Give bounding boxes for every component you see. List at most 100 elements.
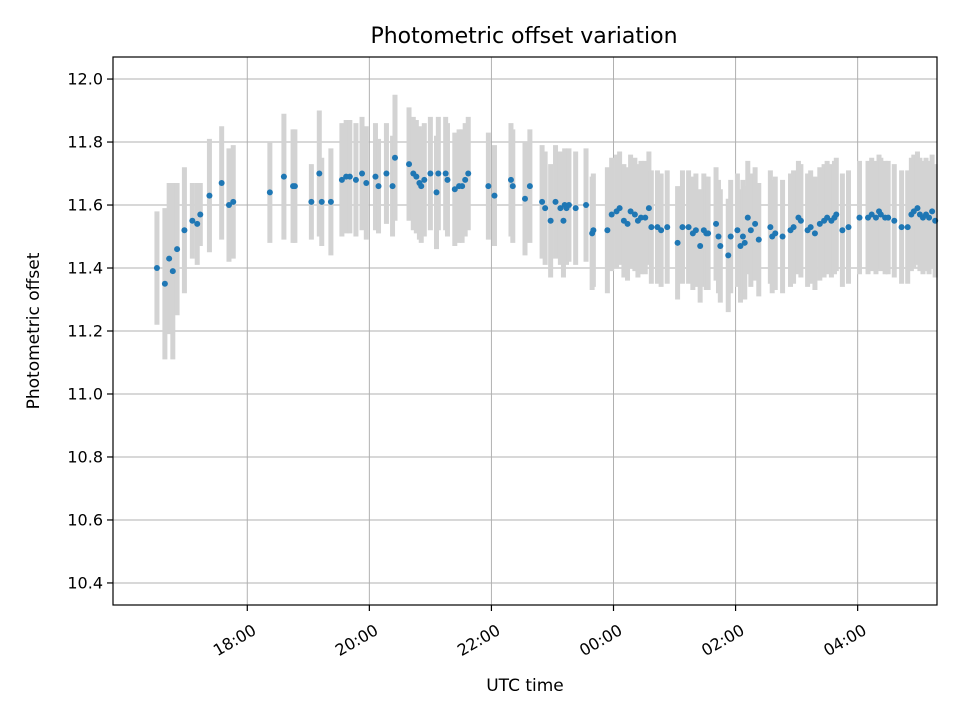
data-point: [189, 217, 196, 224]
data-point: [565, 202, 572, 209]
y-tick-label: 11.4: [67, 259, 103, 278]
data-point: [218, 179, 225, 186]
data-point: [421, 176, 428, 183]
data-point: [697, 242, 704, 249]
y-axis-label: Photometric offset: [24, 252, 44, 409]
data-point: [383, 170, 390, 177]
data-point: [507, 176, 514, 183]
data-point: [790, 224, 797, 231]
data-point: [166, 255, 173, 262]
data-point: [755, 236, 762, 243]
data-point: [767, 224, 774, 231]
data-point: [739, 233, 746, 240]
data-point: [418, 183, 425, 190]
data-point: [433, 189, 440, 196]
data-point: [658, 227, 665, 234]
data-point: [161, 280, 168, 287]
data-point: [174, 246, 181, 253]
data-point: [713, 220, 720, 227]
data-point: [444, 176, 451, 183]
data-point: [872, 214, 879, 221]
data-point: [752, 220, 759, 227]
data-point: [153, 265, 160, 272]
data-point: [772, 230, 779, 237]
data-point: [816, 220, 823, 227]
data-point: [898, 224, 905, 231]
data-point: [352, 176, 359, 183]
data-point: [266, 189, 273, 196]
data-point: [316, 170, 323, 177]
data-point: [442, 170, 449, 177]
data-point: [637, 214, 644, 221]
data-point: [744, 214, 751, 221]
data-point: [674, 239, 681, 246]
data-point: [485, 183, 492, 190]
data-point: [717, 242, 724, 249]
data-point: [557, 205, 564, 212]
data-point: [363, 179, 370, 186]
data-point: [891, 217, 898, 224]
data-point: [779, 233, 786, 240]
y-tick-label: 11.2: [67, 322, 103, 341]
data-point: [572, 205, 579, 212]
data-point: [346, 173, 353, 180]
data-point: [181, 227, 188, 234]
data-point: [734, 227, 741, 234]
data-point: [389, 183, 396, 190]
y-tick-label: 10.8: [67, 447, 103, 466]
data-point: [845, 224, 852, 231]
data-point: [885, 214, 892, 221]
data-point: [608, 211, 615, 218]
data-point: [318, 198, 325, 205]
data-point: [877, 211, 884, 218]
data-point: [692, 227, 699, 234]
data-point: [435, 170, 442, 177]
data-point: [648, 224, 655, 231]
data-point: [280, 173, 287, 180]
data-point: [747, 227, 754, 234]
data-point: [797, 217, 804, 224]
data-point: [542, 205, 549, 212]
data-point: [645, 205, 652, 212]
data-point: [741, 239, 748, 246]
y-tick-label: 10.4: [67, 573, 103, 592]
data-point: [616, 205, 623, 212]
data-point: [291, 183, 298, 190]
data-point: [427, 170, 434, 177]
data-point: [509, 183, 516, 190]
data-point: [406, 161, 413, 168]
data-points: [153, 154, 939, 287]
data-point: [413, 173, 420, 180]
data-point: [308, 198, 315, 205]
data-point: [491, 192, 498, 199]
data-point: [833, 211, 840, 218]
data-point: [372, 173, 379, 180]
data-point: [737, 242, 744, 249]
data-point: [547, 217, 554, 224]
data-point: [727, 233, 734, 240]
data-point: [715, 233, 722, 240]
data-point: [462, 176, 469, 183]
data-point: [459, 183, 466, 190]
data-point: [904, 224, 911, 231]
data-point: [824, 214, 831, 221]
data-point: [627, 208, 634, 215]
y-tick-label: 10.6: [67, 510, 103, 529]
y-axis: 10.4 10.6 10.8 11.0 11.2 11.4 11.6 11.8 12.0: [67, 70, 113, 592]
data-point: [664, 224, 671, 231]
data-point: [391, 154, 398, 161]
data-point: [926, 214, 933, 221]
data-point: [539, 198, 546, 205]
data-point: [375, 183, 382, 190]
data-point: [868, 211, 875, 218]
data-point: [169, 268, 176, 275]
data-point: [194, 220, 201, 227]
data-point: [225, 202, 232, 209]
data-point: [327, 198, 334, 205]
data-point: [685, 224, 692, 231]
data-point: [631, 211, 638, 218]
data-point: [522, 195, 528, 202]
data-point: [560, 217, 567, 224]
data-point: [451, 186, 458, 193]
